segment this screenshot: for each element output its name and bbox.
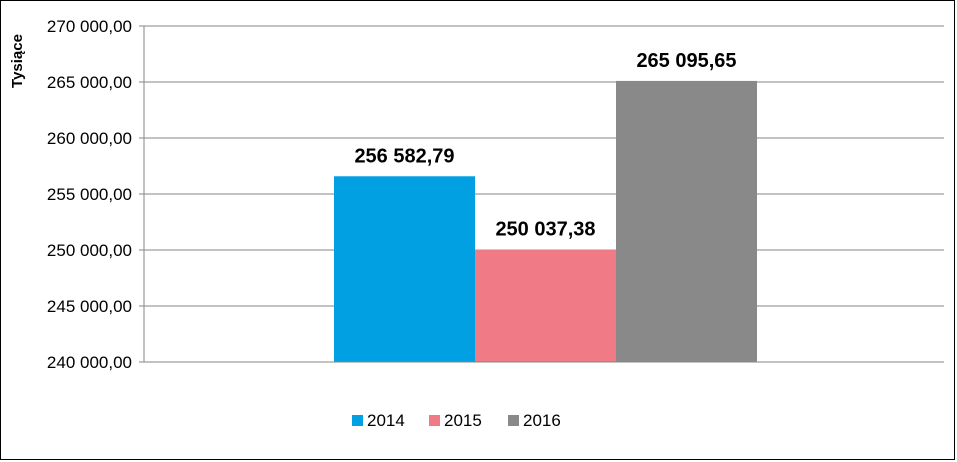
y-tick-label: 270 000,00 (47, 17, 132, 36)
data-label-2016: 265 095,65 (636, 50, 736, 72)
legend: 2014 2015 2016 (352, 411, 561, 430)
bar-2015 (475, 249, 616, 362)
legend-swatch-2015 (429, 415, 440, 426)
bars (334, 80, 757, 363)
y-axis-ticks: 240 000,00 245 000,00 250 000,00 255 000,00… (47, 17, 144, 372)
legend-swatch-2014 (352, 415, 363, 426)
y-tick-label: 250 000,00 (47, 241, 132, 260)
bar-2016 (616, 80, 757, 363)
legend-label-2016: 2016 (523, 411, 561, 430)
legend-swatch-2016 (508, 415, 519, 426)
y-axis-label: Tysiące (9, 34, 26, 88)
y-tick-label: 260 000,00 (47, 129, 132, 148)
data-label-2015: 250 037,38 (495, 219, 595, 241)
y-tick-label: 265 000,00 (47, 73, 132, 92)
data-label-2014: 256 582,79 (354, 145, 454, 167)
legend-label-2014: 2014 (367, 411, 405, 430)
bar-2014 (334, 176, 475, 362)
gridlines (144, 25, 944, 307)
y-tick-label: 255 000,00 (47, 185, 132, 204)
y-tick-label: 245 000,00 (47, 297, 132, 316)
y-tick-label: 240 000,00 (47, 353, 132, 372)
data-labels: 256 582,79 250 037,38 265 095,65 (354, 50, 736, 241)
legend-label-2015: 2015 (444, 411, 482, 430)
axes (143, 26, 944, 363)
